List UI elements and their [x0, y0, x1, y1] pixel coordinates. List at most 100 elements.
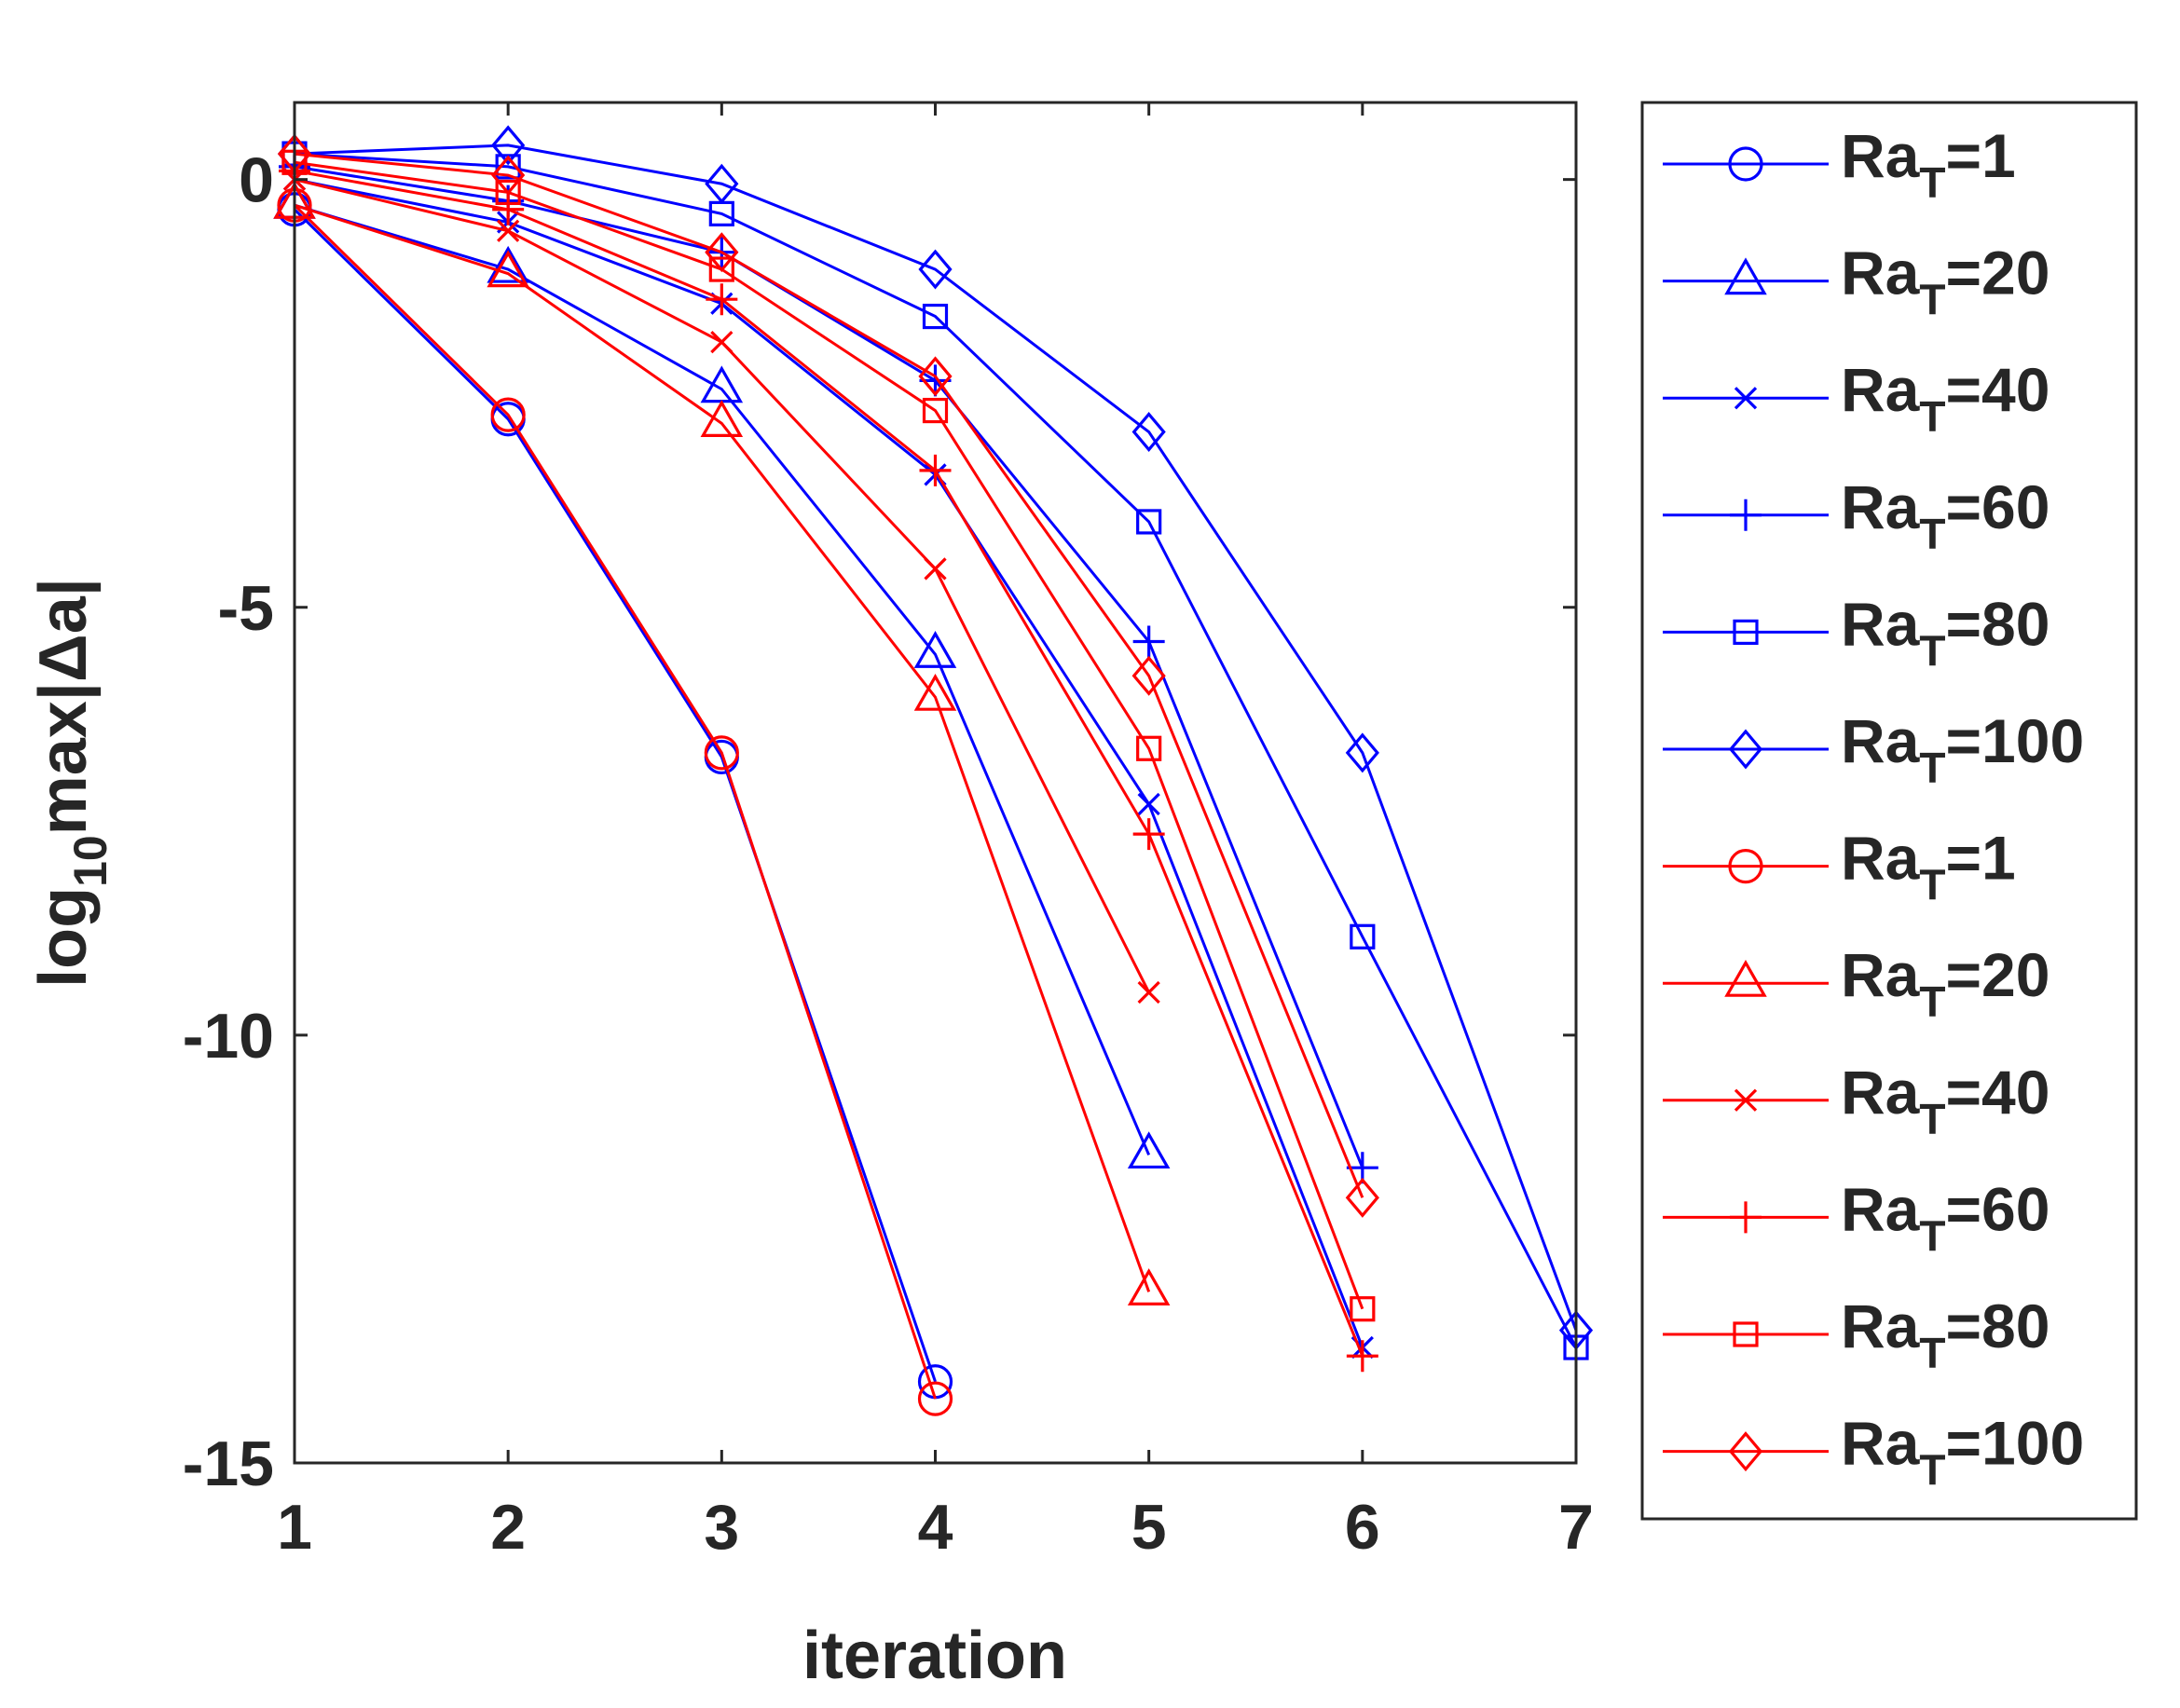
legend-marker-circle — [1728, 848, 1763, 884]
y-axis-label: log10max|Δa| — [26, 578, 117, 988]
data-point-square — [1136, 509, 1162, 535]
series-red-ra-t20 — [273, 181, 1171, 1305]
legend-label-name: Ra — [1841, 1291, 1921, 1360]
series-red-ra-t80 — [281, 149, 1376, 1322]
legend-label-value: =60 — [1945, 1174, 2050, 1243]
series-red-ra-t40 — [282, 168, 1160, 1004]
legend-label-sub: T — [1919, 626, 1945, 675]
data-point-triangle — [700, 400, 744, 437]
legend-marker-square — [1733, 619, 1759, 646]
series-line — [294, 203, 1151, 1292]
data-point-square — [1350, 1296, 1376, 1322]
data-point-diamond — [1345, 732, 1379, 773]
data-point-square — [922, 303, 949, 330]
legend-label-value: =80 — [1945, 589, 2050, 658]
legend-label-value: =40 — [1945, 355, 2050, 424]
x-tick-label: 1 — [277, 1492, 312, 1563]
legend-label-value: =100 — [1945, 706, 2084, 775]
legend-label-value: =100 — [1945, 1409, 2084, 1478]
legend-entry: RaT=60 — [1663, 1174, 2050, 1260]
legend-entry: RaT=1 — [1663, 824, 2016, 909]
data-point-x — [1137, 792, 1160, 816]
legend-label-sub: T — [1919, 158, 1945, 207]
series-line — [294, 169, 1364, 1357]
series-line — [294, 152, 1364, 1198]
y-tick-label: 0 — [239, 145, 274, 216]
legend-label-name: Ra — [1841, 1058, 1921, 1127]
data-point-plus — [1132, 625, 1165, 658]
legend-label-value: =20 — [1945, 940, 2050, 1009]
legend-label: RaT=60 — [1841, 1174, 2050, 1260]
legend-label-sub: T — [1919, 1095, 1945, 1143]
legend-label-sub: T — [1919, 276, 1945, 324]
data-point-diamond — [491, 125, 526, 166]
legend-marker-x — [1734, 1088, 1758, 1112]
data-point-plus — [492, 193, 525, 225]
legend-label-value: =60 — [1945, 472, 2050, 541]
data-point-x — [710, 330, 734, 354]
axis-ticks: 1 2 3 4 5 6 7 0 -5 -10 -15 — [183, 102, 1594, 1563]
data-point-square — [922, 397, 949, 424]
legend-label: RaT=40 — [1841, 1058, 2050, 1143]
data-point-triangle — [1127, 1131, 1171, 1169]
data-point-diamond — [705, 232, 739, 273]
legend-marker-diamond — [1728, 729, 1763, 770]
legend-label: RaT=1 — [1841, 824, 2016, 909]
data-point-triangle — [1127, 1268, 1171, 1305]
data-point-x — [497, 219, 520, 242]
legend-label-sub: T — [1919, 744, 1945, 792]
x-tick-label: 6 — [1345, 1492, 1380, 1563]
legend-entry: RaT=40 — [1663, 1058, 2050, 1143]
series-line — [294, 203, 1151, 1156]
y-tick-label: -15 — [183, 1428, 274, 1499]
legend-marker-triangle — [1724, 959, 1767, 997]
data-point-plus — [1346, 1340, 1378, 1373]
legend-label-value: =40 — [1945, 1058, 2050, 1127]
y-tick-label: -10 — [183, 1001, 274, 1072]
legend-marker-plus — [1730, 1201, 1762, 1234]
legend-label-name: Ra — [1841, 121, 1921, 190]
data-point-square — [495, 179, 521, 206]
data-point-square — [1136, 735, 1162, 761]
data-point-diamond — [491, 155, 526, 196]
data-point-diamond — [1131, 655, 1166, 696]
legend-label-name: Ra — [1841, 589, 1921, 658]
legend-label: RaT=1 — [1841, 121, 2016, 207]
data-point-x — [1137, 980, 1160, 1004]
legend-marker-diamond — [1728, 1431, 1763, 1472]
x-tick-label: 2 — [490, 1492, 526, 1563]
legend-entry: RaT=100 — [1663, 706, 2084, 792]
legend-label-name: Ra — [1841, 355, 1921, 424]
data-point-diamond — [1345, 1177, 1379, 1218]
data-point-plus — [1132, 818, 1165, 851]
legend-label-sub: T — [1919, 977, 1945, 1026]
data-point-triangle — [913, 631, 957, 668]
legend-marker-circle — [1728, 146, 1763, 182]
legend-label-value: =1 — [1945, 121, 2015, 190]
legend: RaT=1RaT=20RaT=40RaT=60RaT=80RaT=100RaT=… — [1663, 121, 2084, 1495]
legend-label: RaT=100 — [1841, 706, 2084, 792]
data-point-triangle — [913, 673, 957, 711]
legend-entry: RaT=80 — [1663, 589, 2050, 675]
x-tick-label: 4 — [918, 1492, 953, 1563]
data-point-circle — [704, 735, 739, 771]
legend-label-name: Ra — [1841, 1409, 1921, 1478]
data-point-x — [924, 557, 947, 581]
legend-entry: RaT=60 — [1663, 472, 2050, 558]
legend-label-name: Ra — [1841, 824, 1921, 893]
legend-label-sub: T — [1919, 392, 1945, 441]
y-axis-label-sub: 10 — [64, 835, 117, 887]
y-axis-label-rest: max|Δa| — [26, 578, 101, 835]
data-point-diamond — [918, 249, 953, 290]
data-point-diamond — [705, 163, 739, 204]
legend-label-name: Ra — [1841, 706, 1921, 775]
plot-area — [295, 102, 1576, 1463]
y-axis-label-log: log — [26, 887, 101, 988]
data-point-triangle — [487, 250, 529, 288]
legend-marker-triangle — [1724, 257, 1767, 295]
legend-entry: RaT=100 — [1663, 1409, 2084, 1495]
series-line — [294, 178, 1364, 1348]
legend-entry: RaT=20 — [1663, 940, 2050, 1026]
data-point-circle — [490, 397, 526, 432]
legend-entry: RaT=80 — [1663, 1291, 2050, 1377]
